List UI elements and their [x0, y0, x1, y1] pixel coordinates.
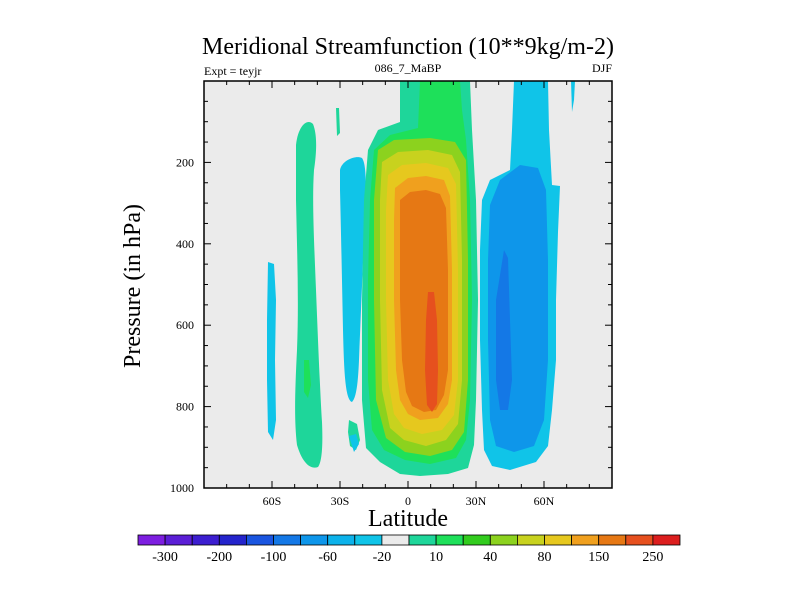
colorbar-label: 150	[588, 550, 609, 565]
contour-hadley-level-250	[425, 292, 438, 412]
colorbar-swatch	[544, 534, 573, 546]
colorbar-swatch	[327, 534, 356, 546]
colorbar-label: -60	[318, 550, 337, 565]
contour-sh-positive-sliver	[336, 108, 340, 136]
subtitle-experiment: Expt = teyjr	[204, 64, 261, 78]
colorbar-label: -100	[261, 550, 287, 565]
colorbar-swatch	[571, 534, 600, 546]
subtitle-run-id: 086_7_MaBP	[375, 61, 442, 75]
y-tick-label: 600	[176, 318, 194, 332]
x-tick-label: 60N	[534, 494, 555, 508]
colorbar-swatch	[354, 534, 383, 546]
chart-title: Meridional Streamfunction (10**9kg/m-2)	[202, 34, 614, 60]
x-tick-label: 60S	[263, 494, 282, 508]
colorbar-swatch	[191, 534, 220, 546]
colorbar: -300 -200 -100 -60 -20 10 40 80 150 250	[137, 534, 681, 565]
colorbar-swatch	[435, 534, 464, 546]
contour-nh-negative-sliver	[571, 81, 575, 112]
y-tick-label: 1000	[170, 481, 194, 495]
colorbar-label: -300	[152, 550, 178, 565]
colorbar-swatch	[245, 534, 274, 546]
colorbar-swatch	[164, 534, 193, 546]
colorbar-label: -200	[206, 550, 232, 565]
colorbar-label: 80	[538, 550, 552, 565]
x-axis: 60S 30S 0 30N 60N	[203, 81, 613, 508]
x-tick-label: 30S	[331, 494, 350, 508]
y-tick-label: 200	[176, 155, 194, 169]
contour-fields	[267, 81, 575, 476]
colorbar-swatch	[652, 534, 681, 546]
contour-sh-negative-cell	[340, 157, 366, 402]
colorbar-swatch	[489, 534, 518, 546]
subtitle-season: DJF	[592, 61, 612, 75]
y-axis: 200 400 600 800 1000	[170, 80, 612, 495]
x-axis-title: Latitude	[368, 506, 448, 532]
contour-hadley-level-150	[400, 190, 448, 412]
x-tick-label: 30N	[466, 494, 487, 508]
y-axis-title: Pressure (in hPa)	[120, 204, 146, 368]
colorbar-label: -20	[373, 550, 392, 565]
y-tick-label: 800	[176, 400, 194, 414]
colorbar-swatch	[300, 534, 329, 546]
colorbar-swatch	[462, 534, 491, 546]
contour-nh-negative-level-40	[496, 250, 512, 410]
contour-sh-negative-base	[349, 434, 359, 452]
colorbar-swatch	[273, 534, 302, 546]
colorbar-swatch	[408, 534, 437, 546]
colorbar-swatch	[218, 534, 247, 546]
colorbar-swatch	[137, 534, 166, 546]
colorbar-label: 250	[642, 550, 663, 565]
colorbar-swatch	[625, 534, 654, 546]
contour-sh-negative-lobe	[267, 262, 276, 440]
colorbar-label: 10	[429, 550, 443, 565]
contour-sh-weak-core	[304, 360, 311, 398]
colorbar-label: 40	[483, 550, 497, 565]
contour-sh-positive-lobe	[295, 122, 323, 468]
colorbar-swatch	[517, 534, 545, 546]
y-tick-label: 400	[176, 237, 194, 251]
x-tick-label: 0	[405, 494, 411, 508]
colorbar-swatch	[381, 534, 410, 546]
colorbar-swatch	[598, 534, 627, 546]
